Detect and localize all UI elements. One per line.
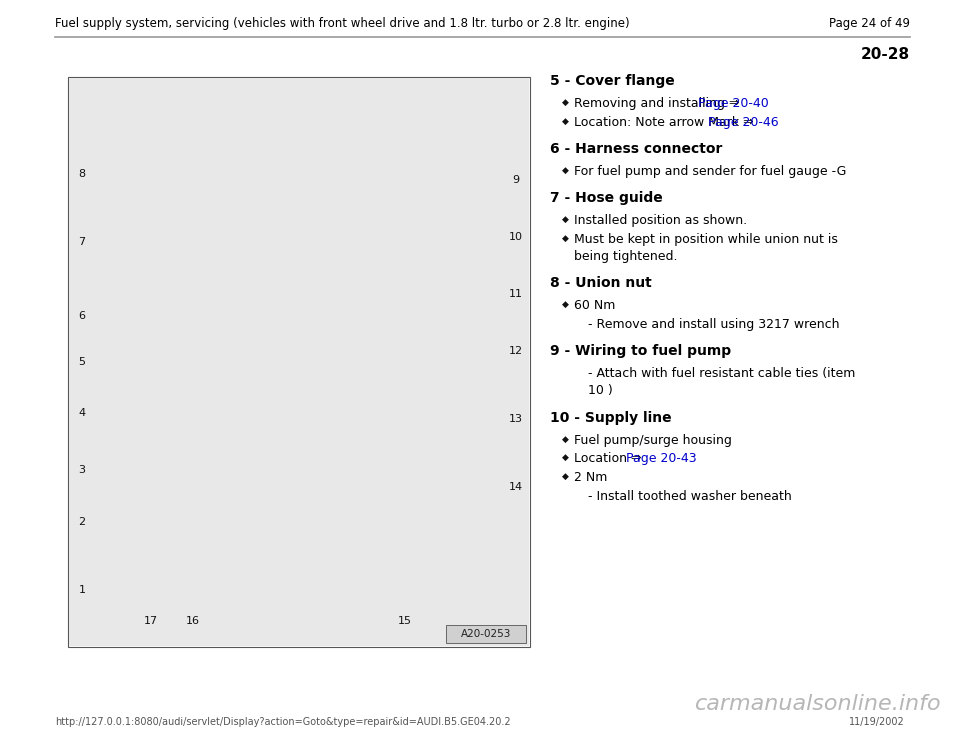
- Text: 13: 13: [509, 414, 523, 424]
- Text: 17: 17: [144, 616, 158, 626]
- Text: ◆: ◆: [562, 301, 569, 309]
- Text: Installed position as shown.: Installed position as shown.: [574, 214, 747, 227]
- Text: 20-28: 20-28: [861, 47, 910, 62]
- Text: 7: 7: [79, 237, 85, 247]
- Text: 14: 14: [509, 482, 523, 493]
- Text: 11: 11: [509, 289, 523, 298]
- Text: 6: 6: [79, 312, 85, 321]
- Text: Page 20-46: Page 20-46: [708, 116, 779, 128]
- Text: 4: 4: [79, 408, 85, 418]
- Text: 1: 1: [79, 585, 85, 595]
- Text: Location: Note arrow Mark ⇒: Location: Note arrow Mark ⇒: [574, 116, 757, 128]
- Text: - Attach with fuel resistant cable ties (item: - Attach with fuel resistant cable ties …: [588, 367, 855, 380]
- Text: 11/19/2002: 11/19/2002: [850, 717, 905, 727]
- Text: 15: 15: [398, 616, 412, 626]
- Bar: [69, 78, 529, 646]
- Text: 7 - Hose guide: 7 - Hose guide: [550, 191, 662, 206]
- Text: 3: 3: [79, 465, 85, 476]
- Text: ◆: ◆: [562, 215, 569, 224]
- Text: 2: 2: [79, 516, 85, 527]
- Text: ◆: ◆: [562, 166, 569, 175]
- Bar: [446, 625, 526, 643]
- Text: 16: 16: [185, 616, 200, 626]
- Text: Location ⇒: Location ⇒: [574, 453, 645, 465]
- Text: Removing and installing ⇒: Removing and installing ⇒: [574, 97, 743, 110]
- Text: 12: 12: [509, 346, 523, 355]
- Text: 10 ): 10 ): [588, 384, 612, 397]
- Text: 9: 9: [513, 174, 519, 185]
- Text: Page 20-43: Page 20-43: [627, 453, 697, 465]
- Text: 5: 5: [79, 357, 85, 367]
- Text: 8 - Union nut: 8 - Union nut: [550, 276, 652, 290]
- Text: Fuel pump/surge housing: Fuel pump/surge housing: [574, 433, 732, 447]
- Text: 6 - Harness connector: 6 - Harness connector: [550, 142, 722, 156]
- Text: carmanualsonline.info: carmanualsonline.info: [695, 694, 942, 714]
- Text: ◆: ◆: [562, 453, 569, 462]
- Text: A20-0253: A20-0253: [461, 629, 511, 639]
- Text: 9 - Wiring to fuel pump: 9 - Wiring to fuel pump: [550, 344, 732, 358]
- Text: 60 Nm: 60 Nm: [574, 299, 615, 312]
- Text: 10 - Supply line: 10 - Supply line: [550, 410, 672, 424]
- Text: being tightened.: being tightened.: [574, 250, 678, 263]
- Text: - Install toothed washer beneath: - Install toothed washer beneath: [588, 490, 792, 502]
- Text: Page 20-40: Page 20-40: [698, 97, 769, 110]
- Text: - Remove and install using 3217 wrench: - Remove and install using 3217 wrench: [588, 318, 839, 331]
- Text: http://127.0.0.1:8080/audi/servlet/Display?action=Goto&type=repair&id=AUDI.B5.GE: http://127.0.0.1:8080/audi/servlet/Displ…: [55, 717, 511, 727]
- Text: 10: 10: [509, 232, 523, 242]
- Text: ◆: ◆: [562, 472, 569, 481]
- Text: 5 - Cover flange: 5 - Cover flange: [550, 74, 675, 88]
- Text: ◆: ◆: [562, 116, 569, 125]
- Text: 8: 8: [79, 169, 85, 179]
- Bar: [68, 77, 530, 647]
- Text: Must be kept in position while union nut is: Must be kept in position while union nut…: [574, 233, 838, 246]
- Text: ◆: ◆: [562, 435, 569, 444]
- Text: For fuel pump and sender for fuel gauge -G: For fuel pump and sender for fuel gauge …: [574, 165, 847, 178]
- Text: Page 24 of 49: Page 24 of 49: [829, 17, 910, 30]
- Text: Fuel supply system, servicing (vehicles with front wheel drive and 1.8 ltr. turb: Fuel supply system, servicing (vehicles …: [55, 17, 630, 30]
- Text: ◆: ◆: [562, 234, 569, 243]
- Text: ◆: ◆: [562, 98, 569, 107]
- Text: 2 Nm: 2 Nm: [574, 471, 608, 484]
